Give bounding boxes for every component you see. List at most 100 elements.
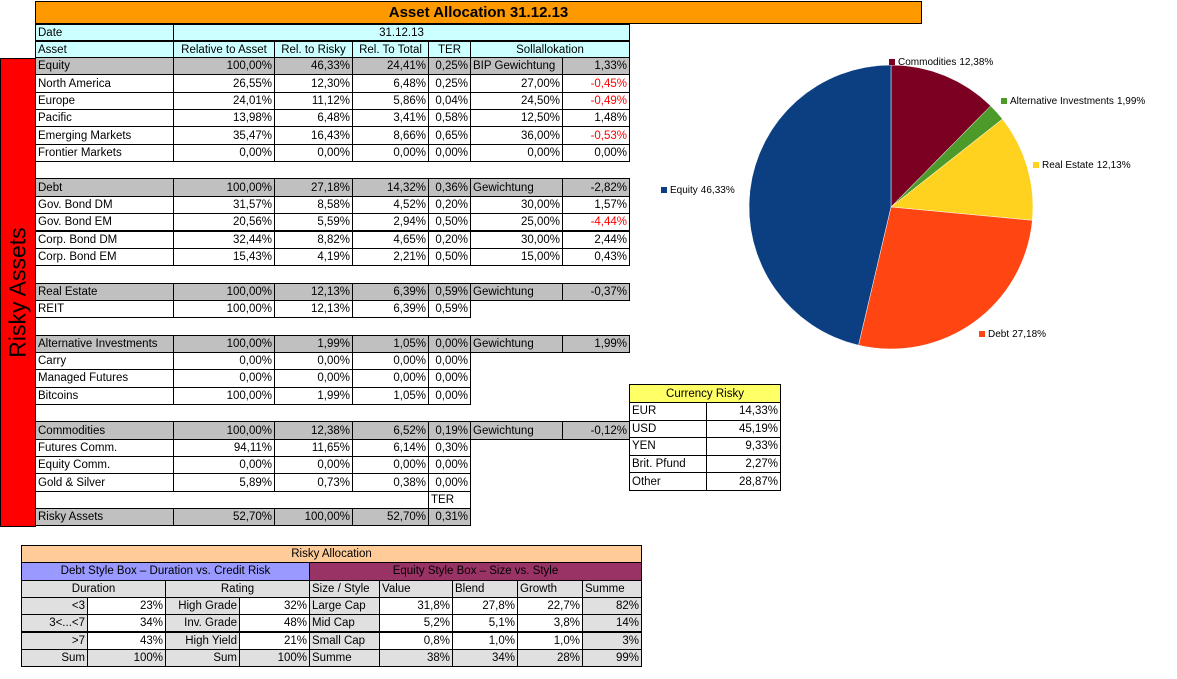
row-label: Corp. Bond EM bbox=[35, 247, 174, 267]
table-cell: 6,48% bbox=[352, 74, 429, 93]
table-cell: 25,00% bbox=[470, 213, 563, 232]
table-cell: 4,65% bbox=[352, 230, 429, 249]
table-cell: 3,8% bbox=[517, 614, 583, 633]
row-label: Emerging Markets bbox=[35, 126, 174, 145]
pie-label-value: 1,99% bbox=[1117, 96, 1145, 107]
table-cell: High Yield bbox=[165, 631, 240, 650]
table-cell: 27,8% bbox=[452, 596, 518, 616]
pie-label: Alternative Investments 1,99% bbox=[1010, 96, 1145, 107]
table-cell: 0,31% bbox=[428, 508, 471, 527]
table-cell: 0,00% bbox=[428, 351, 471, 371]
row-label: Managed Futures bbox=[35, 369, 174, 388]
row-label: Pacific bbox=[35, 109, 174, 128]
pie-slice bbox=[890, 64, 991, 208]
pie-label-value: 27,18% bbox=[1012, 329, 1046, 340]
table-cell: 1,05% bbox=[352, 334, 429, 353]
row-label: Gov. Bond DM bbox=[35, 195, 174, 215]
table-cell: 43% bbox=[87, 631, 166, 650]
table-cell: 2,44% bbox=[562, 230, 630, 249]
table-cell: 5,89% bbox=[173, 473, 275, 492]
row-label: Equity Comm. bbox=[35, 456, 174, 475]
side-label: Risky Assets bbox=[4, 227, 31, 358]
legend-swatch bbox=[1001, 98, 1007, 104]
currency-name: EUR bbox=[629, 402, 707, 421]
table-cell: 0,65% bbox=[428, 126, 471, 145]
table-cell: 0,00% bbox=[173, 456, 275, 475]
table-cell: 3% bbox=[582, 631, 642, 650]
table-cell: 0,20% bbox=[428, 195, 471, 215]
pie-label-name: Alternative Investments bbox=[1010, 96, 1114, 107]
table-cell: 1,99% bbox=[274, 386, 353, 405]
row-label: Gov. Bond EM bbox=[35, 213, 174, 232]
table-cell: 0,00% bbox=[428, 456, 471, 475]
table-cell: 30,00% bbox=[470, 195, 563, 215]
legend-swatch bbox=[1033, 162, 1039, 168]
row-label: Futures Comm. bbox=[35, 438, 174, 458]
table-cell: 21% bbox=[239, 631, 310, 650]
row-label: Equity bbox=[35, 57, 174, 76]
table-cell: 34% bbox=[452, 648, 518, 668]
pie-slice bbox=[890, 118, 1034, 221]
currency-name: YEN bbox=[629, 437, 707, 456]
table-cell: 0,00% bbox=[274, 456, 353, 475]
table-cell: Sum bbox=[21, 648, 88, 668]
table-cell: 8,66% bbox=[352, 126, 429, 145]
table-cell: 0,00% bbox=[428, 143, 471, 163]
table-cell: 5,1% bbox=[452, 614, 518, 633]
table-cell: 6,39% bbox=[352, 282, 429, 301]
column-header: Asset bbox=[35, 41, 174, 58]
table-cell: 24,01% bbox=[173, 91, 275, 111]
pie-label-name: Real Estate bbox=[1042, 160, 1094, 171]
table-cell: 6,52% bbox=[352, 421, 429, 440]
currency-name: Other bbox=[629, 472, 707, 491]
table-cell: 0,00% bbox=[428, 473, 471, 492]
table-cell: 82% bbox=[582, 596, 642, 616]
table-cell: Gewichtung bbox=[470, 282, 563, 301]
table-cell: 0,00% bbox=[428, 369, 471, 388]
row-label: Bitcoins bbox=[35, 386, 174, 405]
row-label: Commodities bbox=[35, 421, 174, 440]
table-cell: 5,86% bbox=[352, 91, 429, 111]
pie-label-value: 12,13% bbox=[1097, 160, 1131, 171]
table-cell: 0,25% bbox=[428, 74, 471, 93]
currency-value: 2,27% bbox=[706, 454, 781, 474]
table-cell: 23% bbox=[87, 596, 166, 616]
table-cell: Mid Cap bbox=[309, 614, 380, 633]
currency-name: Brit. Pfund bbox=[629, 454, 707, 474]
table-cell: 1,33% bbox=[562, 57, 630, 76]
debt-box-title: Debt Style Box – Duration vs. Credit Ris… bbox=[21, 562, 310, 581]
table-cell: Sum bbox=[165, 648, 240, 668]
table-cell: 0,00% bbox=[352, 369, 429, 388]
row-label: North America bbox=[35, 74, 174, 93]
column-header: Sollallokation bbox=[470, 41, 630, 58]
currency-name: USD bbox=[629, 419, 707, 439]
table-cell: 31,8% bbox=[379, 596, 453, 616]
pie-label-name: Debt bbox=[988, 329, 1009, 340]
legend-swatch bbox=[889, 59, 895, 65]
table-cell: Gewichtung bbox=[470, 421, 563, 440]
table-cell: 30,00% bbox=[470, 230, 563, 249]
legend-swatch bbox=[979, 331, 985, 337]
currency-value: 14,33% bbox=[706, 402, 781, 421]
table-cell: 2,94% bbox=[352, 213, 429, 232]
table-cell: 0,00% bbox=[173, 143, 275, 163]
table-cell: 1,0% bbox=[517, 631, 583, 650]
table-cell: 32% bbox=[239, 596, 310, 616]
table-cell: 14% bbox=[582, 614, 642, 633]
table-cell: 1,48% bbox=[562, 109, 630, 128]
row-label: REIT bbox=[35, 299, 174, 319]
side-bar: Risky Assets bbox=[0, 58, 36, 527]
pie-slice bbox=[890, 105, 1003, 208]
table-cell: 13,98% bbox=[173, 109, 275, 128]
table-cell: 8,82% bbox=[274, 230, 353, 249]
column-header: Relative to Asset bbox=[173, 41, 275, 58]
table-cell: 0,00% bbox=[428, 386, 471, 405]
table-cell: 0,00% bbox=[173, 351, 275, 371]
table-cell: Summe bbox=[309, 648, 380, 668]
table-cell: 12,50% bbox=[470, 109, 563, 128]
table-cell: 0,38% bbox=[352, 473, 429, 492]
table-cell: 20,56% bbox=[173, 213, 275, 232]
pie-label: Equity 46,33% bbox=[670, 185, 735, 196]
table-cell: 6,48% bbox=[274, 109, 353, 128]
table-cell: 0,25% bbox=[428, 57, 471, 76]
